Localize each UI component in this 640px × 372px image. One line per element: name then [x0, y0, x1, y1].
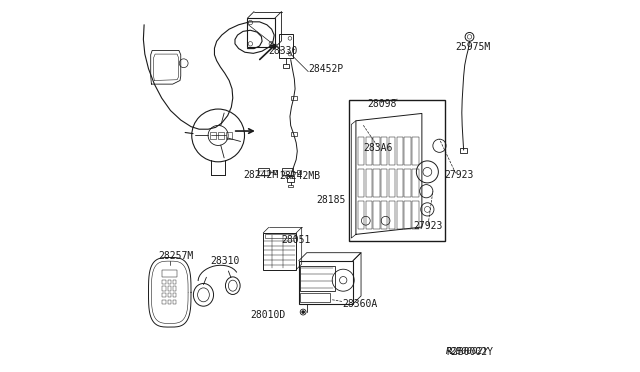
Bar [358, 201, 364, 229]
Bar [163, 270, 177, 277]
Text: 25975M: 25975M [456, 42, 491, 52]
Text: 28242MB: 28242MB [280, 171, 321, 181]
Bar [412, 137, 419, 166]
Text: 28310: 28310 [210, 256, 239, 266]
Bar [173, 293, 177, 297]
Bar [173, 280, 177, 284]
Bar [173, 299, 177, 304]
Bar [259, 171, 268, 176]
Bar [373, 137, 380, 166]
Bar [226, 132, 232, 139]
Bar [287, 176, 294, 182]
Bar [365, 137, 372, 166]
Bar [365, 201, 372, 229]
Bar [381, 201, 387, 229]
Bar [404, 137, 411, 166]
Bar [163, 299, 166, 304]
Bar [289, 185, 293, 187]
Bar [282, 169, 292, 175]
Bar [358, 137, 364, 166]
Bar [163, 280, 166, 284]
Text: 28330: 28330 [268, 46, 298, 56]
Bar [381, 169, 387, 197]
Circle shape [302, 311, 304, 313]
Bar [358, 169, 364, 197]
Bar [168, 280, 172, 284]
Bar [248, 18, 275, 48]
Bar [412, 201, 419, 229]
Bar [389, 169, 396, 197]
Bar [404, 169, 411, 197]
Text: 28098: 28098 [367, 99, 397, 109]
Bar [397, 137, 403, 166]
Text: 283A6: 283A6 [364, 142, 392, 153]
Bar [397, 201, 403, 229]
Bar [365, 169, 372, 197]
Bar [163, 293, 166, 297]
Bar [273, 170, 278, 174]
Bar [279, 34, 293, 58]
Bar [296, 170, 301, 174]
Bar [282, 171, 292, 176]
Text: 28257M: 28257M [159, 251, 194, 261]
Bar [300, 266, 335, 291]
Text: 28051: 28051 [282, 235, 311, 245]
Text: 28242M: 28242M [243, 170, 278, 180]
Bar [283, 64, 289, 68]
Bar [300, 293, 330, 302]
Text: R2B0002Y: R2B0002Y [447, 347, 493, 357]
Text: 28360A: 28360A [342, 299, 377, 309]
Text: 28185: 28185 [316, 195, 346, 205]
Bar [291, 96, 296, 100]
Text: 28452P: 28452P [308, 64, 344, 74]
Bar [265, 234, 294, 238]
Bar [173, 286, 177, 291]
Bar [381, 137, 387, 166]
Text: R2B0002Y: R2B0002Y [447, 347, 490, 356]
Bar [210, 132, 216, 139]
Bar [389, 137, 396, 166]
Bar [168, 286, 172, 291]
Bar [163, 286, 166, 291]
Bar [389, 201, 396, 229]
Bar [412, 169, 419, 197]
Bar [373, 201, 380, 229]
Text: 28010D: 28010D [250, 310, 285, 320]
Text: 27923: 27923 [413, 221, 443, 231]
Text: 27923: 27923 [445, 170, 474, 180]
Bar [373, 169, 380, 197]
Bar [258, 169, 269, 175]
Bar [404, 201, 411, 229]
Bar [218, 132, 224, 139]
Bar [168, 299, 172, 304]
Bar [349, 100, 445, 241]
Bar [168, 293, 172, 297]
Bar [299, 261, 353, 304]
Bar [397, 169, 403, 197]
Bar [263, 233, 296, 270]
Bar [291, 132, 296, 136]
Bar [460, 148, 467, 153]
